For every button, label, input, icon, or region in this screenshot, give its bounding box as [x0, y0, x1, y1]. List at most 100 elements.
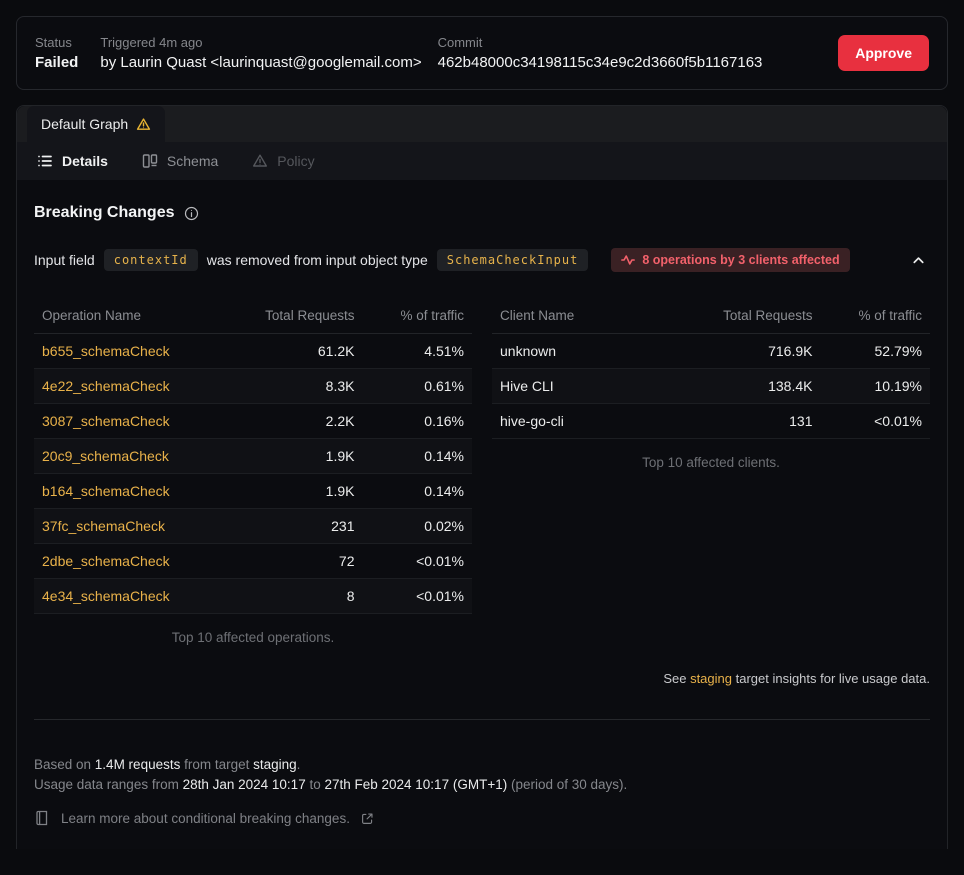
chevron-up-icon[interactable]	[907, 249, 930, 272]
operation-link[interactable]: 37fc_schemaCheck	[42, 518, 165, 534]
operation-link[interactable]: b655_schemaCheck	[42, 343, 170, 359]
book-icon	[34, 810, 50, 826]
traffic-percent-cell: 4.51%	[362, 333, 472, 369]
breaking-change-row: Input field contextId was removed from i…	[34, 248, 930, 272]
pulse-icon	[621, 254, 636, 266]
list-icon	[37, 153, 53, 169]
total-requests-cell: 2.2K	[235, 403, 363, 439]
affected-badge-label: 8 operations by 3 clients affected	[642, 253, 840, 267]
usage-footer: Based on 1.4M requests from target stagi…	[34, 755, 930, 795]
column-header: % of traffic	[362, 298, 472, 334]
operations-caption: Top 10 affected operations.	[171, 630, 335, 645]
commit-label: Commit	[437, 35, 483, 50]
schema-icon	[142, 153, 158, 169]
table-row: 4e22_schemaCheck 8.3K 0.61%	[34, 368, 472, 404]
column-header: % of traffic	[820, 298, 930, 334]
range-period: (period of 30 days).	[507, 777, 628, 792]
based-mid: from target	[180, 757, 254, 772]
operation-link[interactable]: 4e34_schemaCheck	[42, 588, 170, 604]
table-row: 37fc_schemaCheck 231 0.02%	[34, 508, 472, 544]
approve-button[interactable]: Approve	[838, 35, 929, 71]
triggered-label: Triggered 4m ago	[100, 35, 203, 50]
staging-link[interactable]: staging	[690, 671, 732, 686]
client-name-cell: unknown	[492, 333, 694, 369]
traffic-percent-cell: 0.16%	[362, 403, 472, 439]
tab-schema-label: Schema	[166, 153, 219, 169]
traffic-percent-cell: 10.19%	[820, 368, 930, 404]
usage-tables: Operation Name Total Requests % of traff…	[34, 298, 930, 659]
traffic-percent-cell: <0.01%	[820, 403, 930, 439]
change-text-prefix: Input field	[34, 252, 95, 268]
range-to: 27th Feb 2024 10:17 (GMT+1)	[324, 777, 508, 792]
status-label: Status	[35, 35, 72, 50]
column-header: Client Name	[492, 298, 694, 334]
total-requests-cell: 1.9K	[235, 473, 363, 509]
total-requests-cell: 8	[235, 578, 363, 614]
total-requests-cell: 61.2K	[235, 333, 363, 369]
info-circle-icon[interactable]	[184, 206, 199, 221]
based-end: .	[296, 757, 301, 772]
learn-more-label: Learn more about conditional breaking ch…	[61, 810, 350, 826]
commit-block: Commit 462b48000c34198115c34e9c2d3660f5b…	[438, 35, 763, 71]
operation-link[interactable]: 2dbe_schemaCheck	[42, 553, 170, 569]
total-requests-cell: 231	[235, 508, 363, 544]
table-row: unknown 716.9K 52.79%	[492, 333, 930, 369]
target-name: staging	[253, 757, 297, 772]
status-block: Status Failed	[35, 35, 78, 71]
tab-details-label: Details	[62, 153, 108, 169]
traffic-percent-cell: <0.01%	[362, 578, 472, 614]
clients-table-wrap: Client Name Total Requests % of traffic …	[492, 298, 930, 484]
clients-table: Client Name Total Requests % of traffic …	[492, 298, 930, 439]
learn-more-link[interactable]: Learn more about conditional breaking ch…	[34, 810, 930, 826]
type-code-badge: SchemaCheckInput	[436, 249, 589, 271]
client-name-cell: hive-go-cli	[492, 403, 694, 439]
tab-default-graph[interactable]: Default Graph	[27, 106, 166, 142]
table-row: Hive CLI 138.4K 10.19%	[492, 368, 930, 404]
insights-pre: See	[663, 671, 691, 686]
table-row: 4e34_schemaCheck 8 <0.01%	[34, 578, 472, 614]
insights-post: target insights for live usage data.	[731, 671, 930, 686]
table-row: b164_schemaCheck 1.9K 0.14%	[34, 473, 472, 509]
graph-tab-label: Default Graph	[41, 116, 129, 132]
operations-table-wrap: Operation Name Total Requests % of traff…	[34, 298, 472, 659]
column-header: Total Requests	[693, 298, 821, 334]
operation-link[interactable]: 20c9_schemaCheck	[42, 448, 169, 464]
warning-triangle-icon	[136, 117, 151, 132]
table-row: 2dbe_schemaCheck 72 <0.01%	[34, 543, 472, 579]
insights-line: See staging target insights for live usa…	[34, 671, 930, 686]
affected-operations-badge[interactable]: 8 operations by 3 clients affected	[611, 248, 850, 272]
operation-link[interactable]: 4e22_schemaCheck	[42, 378, 170, 394]
tab-details[interactable]: Details	[37, 153, 108, 169]
operation-link[interactable]: b164_schemaCheck	[42, 483, 170, 499]
operations-table: Operation Name Total Requests % of traff…	[34, 298, 472, 614]
total-requests-cell: 72	[235, 543, 363, 579]
total-requests-cell: 8.3K	[235, 368, 363, 404]
request-count: 1.4M requests	[94, 757, 181, 772]
external-link-icon	[361, 812, 374, 825]
status-value: Failed	[35, 54, 79, 71]
traffic-percent-cell: 0.14%	[362, 473, 472, 509]
tab-policy-label: Policy	[277, 153, 315, 169]
table-row: 20c9_schemaCheck 1.9K 0.14%	[34, 438, 472, 474]
graph-tab-strip: Default Graph	[17, 106, 947, 142]
clients-header-row: Client Name Total Requests % of traffic	[492, 298, 930, 334]
operation-link[interactable]: 3087_schemaCheck	[42, 413, 170, 429]
check-view-toolbar: Details Schema Policy	[17, 142, 947, 180]
operations-header-row: Operation Name Total Requests % of traff…	[34, 298, 472, 334]
triggered-author: by Laurin Quast <laurinquast@googlemail.…	[100, 54, 422, 71]
tab-schema[interactable]: Schema	[142, 153, 218, 169]
column-header: Total Requests	[235, 298, 363, 334]
check-panel: Default Graph Details Schema	[16, 105, 948, 849]
traffic-percent-cell: 0.14%	[362, 438, 472, 474]
breaking-changes-title: Breaking Changes	[34, 204, 175, 221]
details-content: Breaking Changes Input field contextId w…	[17, 180, 947, 849]
column-header: Operation Name	[34, 298, 236, 334]
commit-hash: 462b48000c34198115c34e9c2d3660f5b1167163	[437, 54, 763, 71]
field-code-badge: contextId	[103, 249, 198, 271]
traffic-percent-cell: <0.01%	[362, 543, 472, 579]
range-pre: Usage data ranges from	[34, 777, 183, 792]
traffic-percent-cell: 0.61%	[362, 368, 472, 404]
tab-policy[interactable]: Policy	[252, 153, 315, 169]
based-pre: Based on	[34, 757, 95, 772]
traffic-percent-cell: 52.79%	[820, 333, 930, 369]
